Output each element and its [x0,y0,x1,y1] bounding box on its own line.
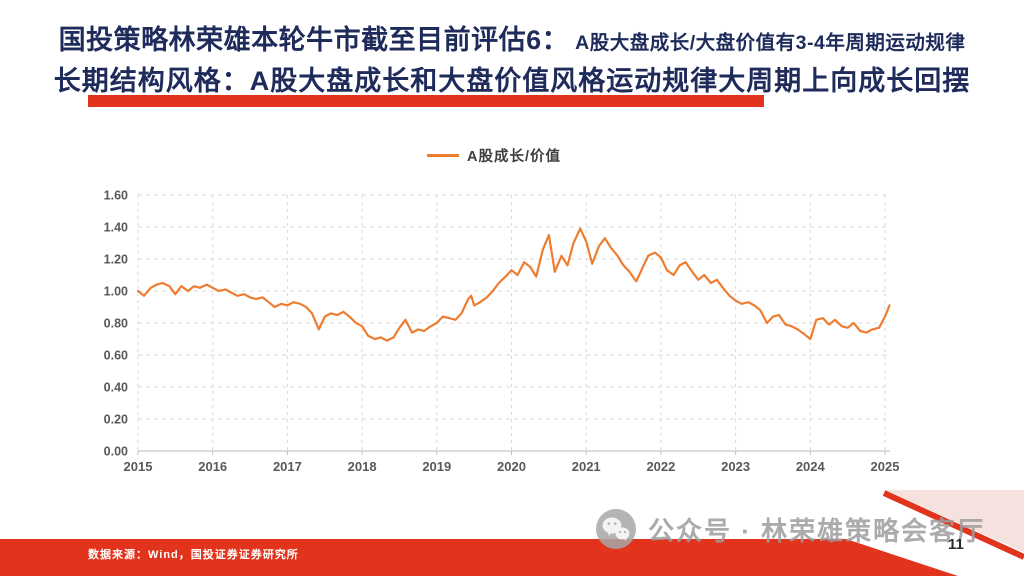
svg-text:0.40: 0.40 [104,381,128,395]
watermark: 公众号 · 林荣雄策略会客厅 [594,507,985,551]
svg-text:2025: 2025 [871,459,900,474]
title-subtitle: A股大盘成长/大盘价值有3-4年周期运动规律 [575,32,966,54]
footer-pink-corner [885,490,1024,552]
svg-text:2022: 2022 [646,459,675,474]
svg-text:2023: 2023 [721,459,750,474]
title-main: 国投策略林荣雄本轮牛市截至目前评估6： [58,25,570,55]
legend-line-swatch [427,154,459,157]
page-number: 11 [948,536,964,553]
title-underline-bar [88,95,764,107]
chart-legend: A股成长/价值 [0,145,1006,166]
svg-text:2024: 2024 [796,459,826,474]
svg-text:2021: 2021 [572,459,601,474]
data-source-note: 数据来源：Wind，国投证券证券研究所 [88,549,299,561]
svg-text:1.20: 1.20 [104,253,128,267]
svg-text:2015: 2015 [124,459,153,474]
footer-red-band [0,539,958,576]
svg-text:2017: 2017 [273,459,302,474]
svg-text:1.00: 1.00 [104,285,128,299]
title-block: 国投策略林荣雄本轮牛市截至目前评估6： A股大盘成长/大盘价值有3-4年周期运动… [0,18,1024,98]
footer-red-ribbon [882,490,1024,560]
svg-text:1.60: 1.60 [104,189,128,203]
title-line-1: 国投策略林荣雄本轮牛市截至目前评估6： A股大盘成长/大盘价值有3-4年周期运动… [0,18,1024,57]
svg-text:2020: 2020 [497,459,526,474]
svg-text:1.40: 1.40 [104,221,128,235]
svg-text:0.80: 0.80 [104,317,128,331]
svg-text:2018: 2018 [348,459,377,474]
svg-text:2016: 2016 [198,459,227,474]
svg-text:2019: 2019 [422,459,451,474]
legend-label: A股成长/价值 [467,149,561,165]
svg-text:0.60: 0.60 [104,349,128,363]
wechat-icon [596,509,636,549]
watermark-text: 公众号 · 林荣雄策略会客厅 [648,515,986,546]
title-line-2: 长期结构风格：A股大盘成长和大盘价值风格运动规律大周期上向成长回摆 [53,66,971,96]
svg-text:0.20: 0.20 [104,413,128,427]
svg-text:0.00: 0.00 [104,445,128,459]
